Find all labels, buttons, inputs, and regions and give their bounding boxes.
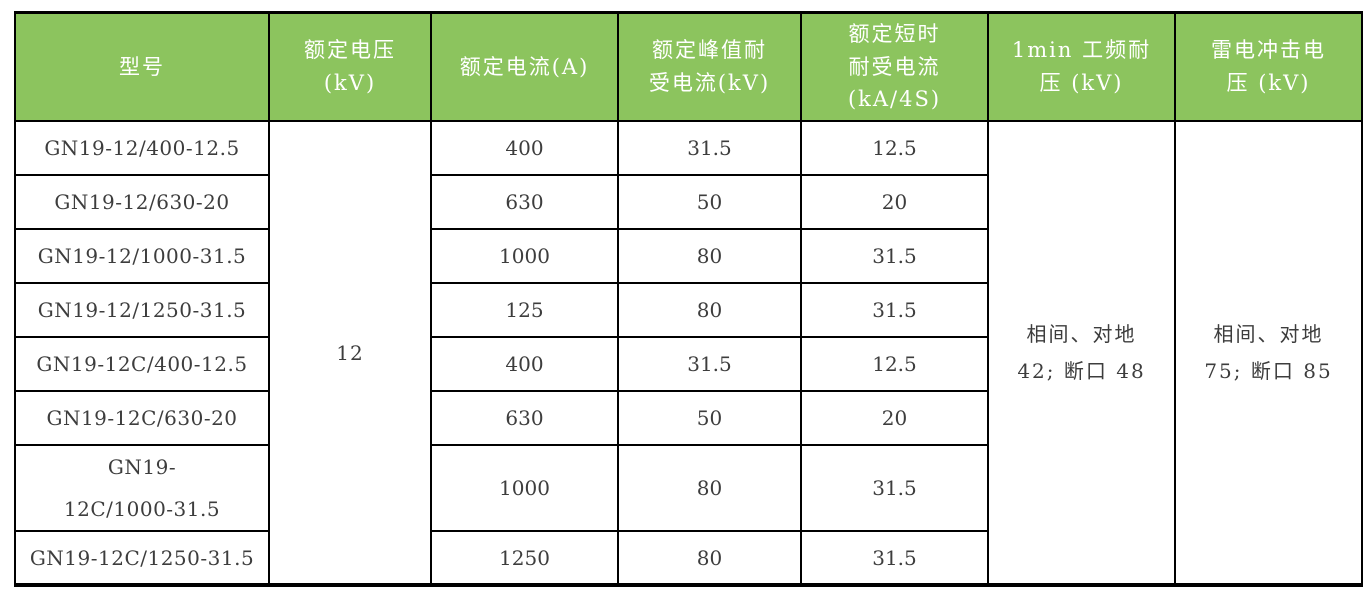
- header-rated-current: 额定电流(A): [430, 11, 619, 122]
- cell-rated-current: 630: [430, 390, 619, 446]
- header-row: 型号 额定电压 (kV) 额定电流(A) 额定峰值耐 受电流(kV) 额定短时 …: [14, 11, 1363, 122]
- cell-short-time-current: 12.5: [800, 336, 989, 392]
- cell-peak-current: 80: [617, 530, 802, 586]
- table-row: GN19-12/1250-31.5 125 80 31.5: [14, 282, 1362, 338]
- cell-peak-current: 50: [617, 174, 802, 230]
- header-model: 型号: [14, 11, 270, 122]
- cell-rated-current: 1000: [430, 228, 619, 284]
- cell-peak-current: 31.5: [617, 336, 802, 392]
- cell-rated-current: 1250: [430, 530, 619, 586]
- table-row: GN19-12/1000-31.5 1000 80 31.5: [14, 228, 1362, 284]
- cell-peak-current: 31.5: [617, 120, 802, 176]
- table-row: GN19-12C/400-12.5 400 31.5 12.5: [14, 336, 1362, 392]
- cell-rated-current: 400: [430, 120, 619, 176]
- cell-rated-current: 400: [430, 336, 619, 392]
- cell-model: GN19-12/1250-31.5: [14, 282, 270, 338]
- cell-model: GN19-12/1000-31.5: [14, 228, 270, 284]
- cell-short-time-current: 20: [800, 174, 989, 230]
- cell-short-time-current: 20: [800, 390, 989, 446]
- cell-rated-voltage-merged: 12: [268, 120, 432, 586]
- cell-power-frequency-merged: 相间、对地 42; 断口 48: [987, 120, 1176, 586]
- cell-model: GN19-12C/1250-31.5: [14, 530, 270, 586]
- header-lightning-impulse-voltage: 雷电冲击电 压 (kV): [1174, 11, 1363, 122]
- cell-model: GN19-12/400-12.5: [14, 120, 270, 176]
- cell-peak-current: 80: [617, 282, 802, 338]
- cell-lightning-impulse-merged: 相间、对地 75; 断口 85: [1174, 120, 1363, 586]
- cell-short-time-current: 31.5: [800, 282, 989, 338]
- cell-model: GN19-12/630-20: [14, 174, 270, 230]
- cell-rated-current: 125: [430, 282, 619, 338]
- cell-peak-current: 80: [617, 444, 802, 532]
- cell-short-time-current: 31.5: [800, 228, 989, 284]
- cell-peak-current: 80: [617, 228, 802, 284]
- table-row: GN19-12/400-12.5 12 400 31.5 12.5 相间、对地 …: [14, 120, 1363, 586]
- table-row: GN19-12C/630-20 630 50 20: [14, 390, 1362, 446]
- header-short-time-withstand-current: 额定短时 耐受电流 (kA/4S): [800, 11, 989, 122]
- cell-model: GN19-12C/630-20: [14, 390, 270, 446]
- header-peak-withstand-current: 额定峰值耐 受电流(kV): [617, 11, 802, 122]
- spec-table: 型号 额定电压 (kV) 额定电流(A) 额定峰值耐 受电流(kV) 额定短时 …: [14, 11, 1363, 587]
- cell-short-time-current: 31.5: [800, 444, 989, 532]
- cell-peak-current: 50: [617, 390, 802, 446]
- table-row: GN19-12C/1250-31.5 1250 80 31.5: [14, 530, 1362, 586]
- header-rated-voltage: 额定电压 (kV): [268, 11, 432, 122]
- table-row: GN19-12/630-20 630 50 20: [14, 174, 1362, 230]
- header-power-frequency-voltage: 1min 工频耐 压 (kV): [987, 11, 1176, 122]
- cell-rated-current: 1000: [430, 444, 619, 532]
- cell-rated-current: 630: [430, 174, 619, 230]
- cell-model: GN19-12C/400-12.5: [14, 336, 270, 392]
- cell-model: GN19- 12C/1000-31.5: [14, 444, 270, 532]
- cell-short-time-current: 31.5: [800, 530, 989, 586]
- cell-short-time-current: 12.5: [800, 120, 989, 176]
- table-row: GN19- 12C/1000-31.5 1000 80 31.5: [14, 444, 1362, 532]
